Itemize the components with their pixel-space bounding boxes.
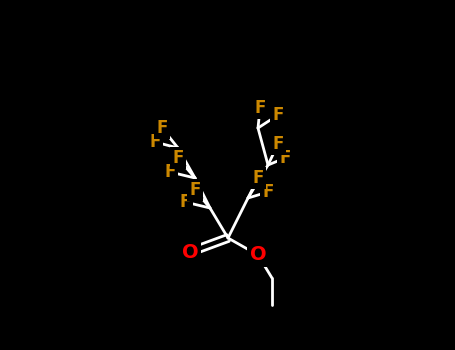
Text: F: F — [172, 149, 184, 167]
Text: F: F — [272, 135, 283, 153]
Text: O: O — [250, 245, 266, 265]
Text: F: F — [272, 106, 283, 124]
Text: F: F — [189, 181, 201, 199]
Text: F: F — [254, 99, 266, 117]
Text: F: F — [179, 193, 191, 211]
Text: F: F — [149, 133, 161, 151]
Text: F: F — [157, 119, 168, 137]
Text: F: F — [164, 163, 176, 181]
Text: F: F — [279, 149, 291, 167]
Text: O: O — [182, 243, 198, 261]
Text: F: F — [253, 169, 264, 187]
Text: F: F — [263, 183, 274, 201]
